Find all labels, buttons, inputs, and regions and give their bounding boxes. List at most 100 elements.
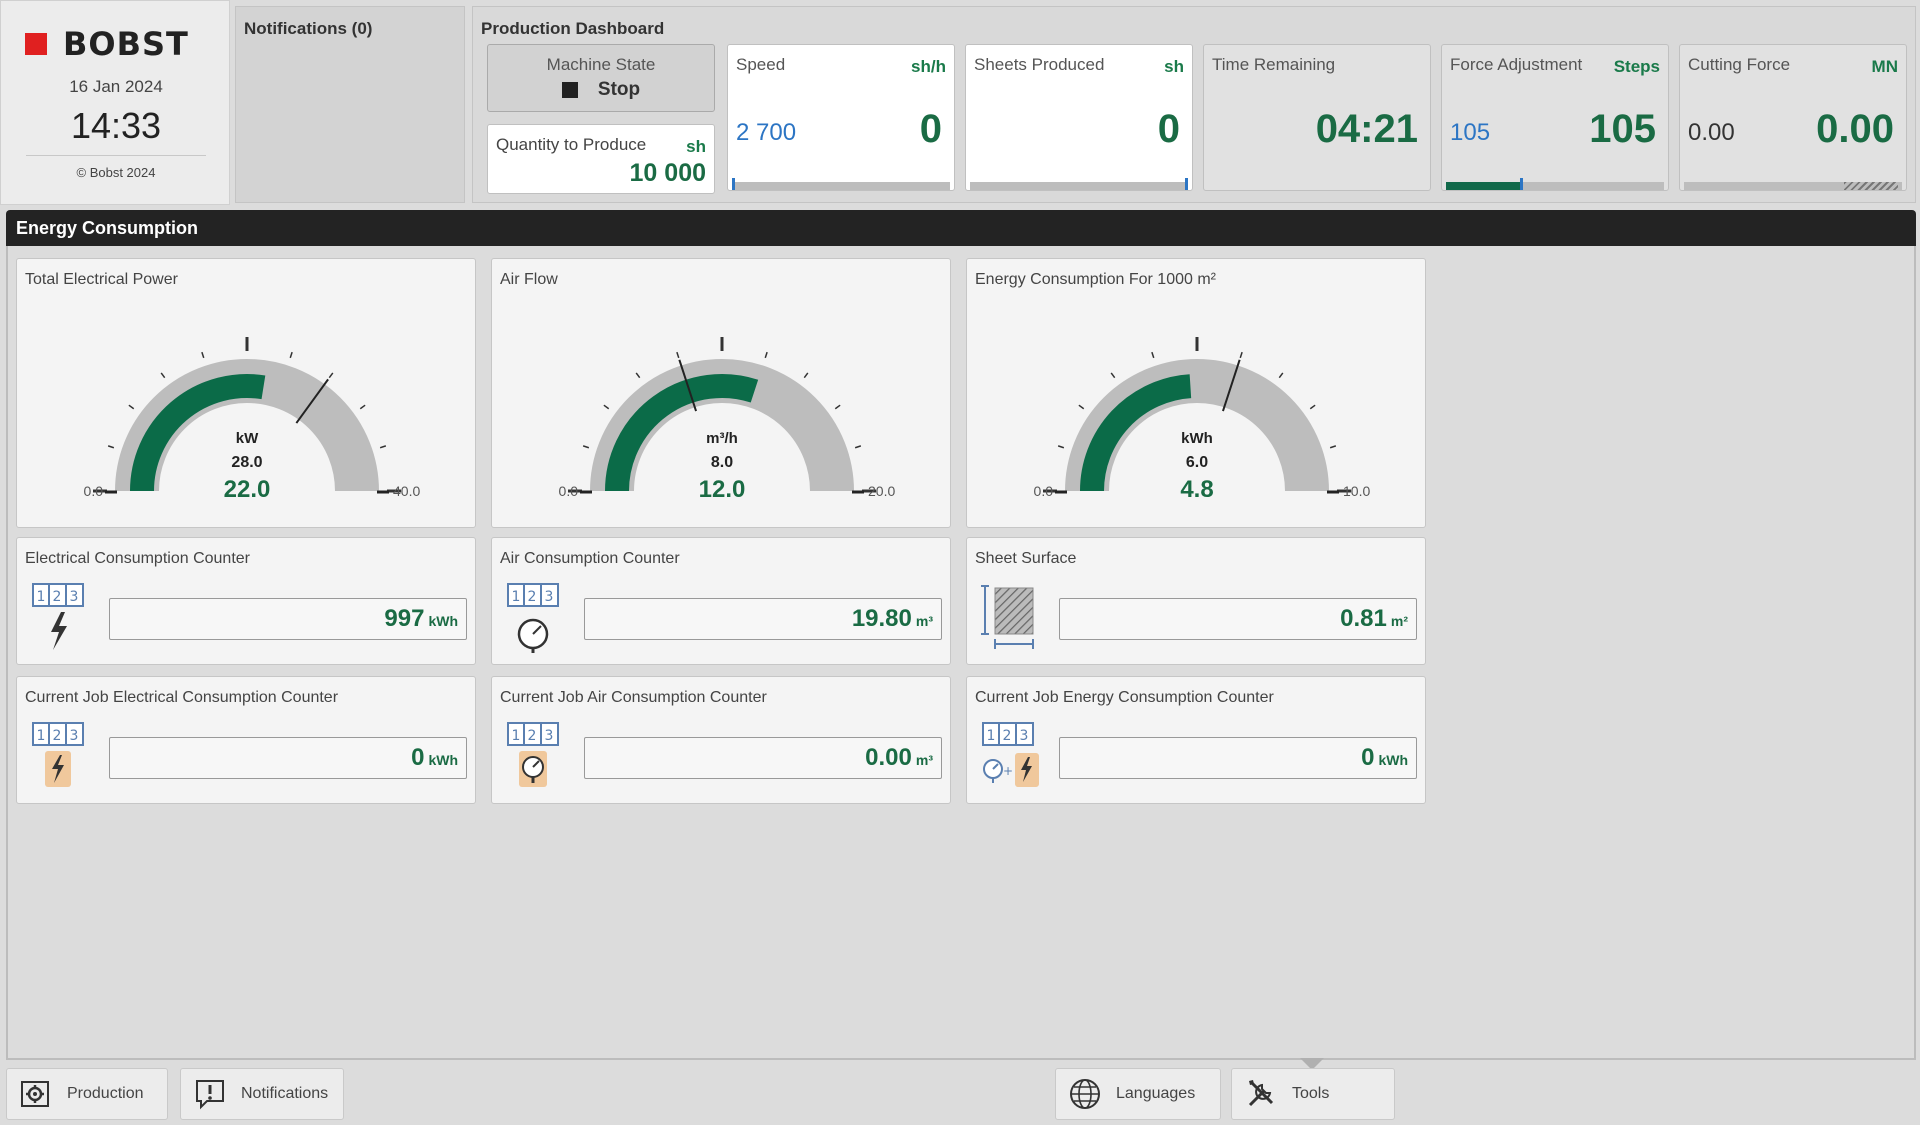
speed-bar-marker [732,178,735,190]
machine-state-button[interactable]: Machine State Stop [487,44,715,112]
job-air-counter-icon: 1 2 3 [507,722,559,787]
gauge-energy-per-1000m2: 0.0 10.0 kWh 6.0 4.8 [1034,337,1370,503]
counter-unit: kWh [428,613,458,629]
force-adjustment-bar-marker [1520,178,1524,190]
svg-text:2: 2 [53,728,62,744]
counter-unit: m² [1390,613,1408,629]
counter-card-job-energy[interactable]: Current Job Energy Consumption Counter 1… [966,676,1426,804]
sheets-produced-card[interactable]: Sheets Produced sh 0 [965,44,1193,191]
copyright: © Bobst 2024 [76,165,156,180]
gauge-min-label: 0.0 [1034,483,1054,499]
counter-unit: m³ [915,752,933,768]
counter-value: 997 [384,605,425,632]
current-time: 14:33 [70,105,162,146]
counter-title: Current Job Air Consumption Counter [500,689,767,706]
sheet-surface-icon [981,585,1034,649]
counter-field: 19.80 m³ [584,598,942,640]
svg-text:1: 1 [512,728,521,744]
svg-text:3: 3 [70,728,79,744]
counter-value: 0 [411,744,425,771]
tools-label: Tools [1292,1085,1330,1102]
svg-text:+: + [1003,764,1013,778]
counter-card-job-air[interactable]: Current Job Air Consumption Counter 1 2 … [491,676,951,804]
gauge-title: Air Flow [500,271,558,288]
gauge-tick [1151,351,1155,359]
gauge-reference-marker [678,359,697,412]
gauge-air-flow: 0.0 20.0 m³/h 8.0 12.0 [559,337,895,503]
counter-title: Air Consumption Counter [500,550,680,567]
energy-consumption-header: Energy Consumption [6,210,1916,246]
gauge-total-electrical-power: 0.0 40.0 kW 28.0 22.0 [84,337,420,503]
gauge-tick [201,351,205,359]
gauge-tick [107,445,115,449]
gauge-title: Energy Consumption For 1000 m² [975,271,1216,288]
dashboard-title: Production Dashboard [481,19,665,38]
gauge-reference-label: 6.0 [1186,454,1208,471]
counter-card-air[interactable]: Air Consumption Counter 1 2 3 19.80 m³ [491,537,951,665]
force-adjustment-card[interactable]: Force Adjustment Steps 105 105 [1441,44,1669,191]
counter-unit: kWh [1378,752,1408,768]
counter-value: 0.00 [865,744,912,771]
force-adjustment-bar-fill [1446,182,1523,190]
gauge-tick [289,351,293,359]
svg-text:1: 1 [37,589,46,605]
languages-label: Languages [1116,1085,1196,1102]
gauge-value-label: 22.0 [224,476,271,503]
quantity-label: Quantity to Produce [496,135,647,154]
current-date: 16 Jan 2024 [69,77,163,96]
cutting-force-card[interactable]: Cutting Force MN 0.00 0.00 [1679,44,1907,191]
cutting-force-bar [1684,182,1902,190]
force-adjustment-unit: Steps [1613,57,1660,76]
notifications-title: Notifications (0) [244,19,373,38]
gauge-tick [379,445,387,449]
sheets-produced-label: Sheets Produced [974,55,1105,74]
counter-card-sheet-surface[interactable]: Sheet Surface 0.81 m² [966,537,1426,665]
speed-card[interactable]: Speed sh/h 2 700 0 [727,44,955,191]
gauge-value-arc [605,374,759,492]
gauge-max-label: 10.0 [1343,483,1370,499]
gauge-reference-label: 28.0 [231,454,262,471]
notifications-panel[interactable]: Notifications (0) [235,6,465,203]
gauge-reference-marker [1222,359,1241,412]
gauge-min-label: 0.0 [84,483,104,499]
production-button[interactable]: Production [6,1068,168,1120]
stop-square-icon [561,82,578,98]
time-remaining-value: 04:21 [1315,107,1418,151]
gauge-card-air-flow[interactable]: Air Flow 0.0 20.0 m³/h 8.0 12.0 [491,258,951,528]
quantity-to-produce-card[interactable]: Quantity to Produce sh 10 000 [487,124,715,194]
gauge-min-label: 0.0 [559,483,579,499]
svg-text:3: 3 [1020,728,1029,744]
speed-label: Speed [736,55,786,74]
gauge-value-arc [130,374,266,492]
globe-icon [1070,1079,1100,1109]
counter-title: Electrical Consumption Counter [25,550,250,567]
gauge-tick [1078,404,1085,410]
gauge-tick [603,404,610,410]
production-label: Production [67,1085,144,1102]
counter-card-job-electrical[interactable]: Current Job Electrical Consumption Count… [16,676,476,804]
gauge-tick [764,351,768,359]
gauge-title: Total Electrical Power [25,271,178,288]
gauge-reference-marker [295,378,329,424]
svg-text:2: 2 [528,728,537,744]
cutting-force-target: 0.00 [1688,119,1735,146]
speed-value: 0 [919,107,942,151]
gauge-tick [328,372,334,379]
counter-card-electrical[interactable]: Electrical Consumption Counter 1 2 3 997… [16,537,476,665]
gauge-max-label: 20.0 [868,483,895,499]
divider [26,155,206,156]
gauge-card-energy-per-1000m2[interactable]: Energy Consumption For 1000 m² 0.0 10.0 kW… [966,258,1426,528]
gauge-card-total-electrical-power[interactable]: Total Electrical Power 0.0 40.0 kW 28.0 22.0 [16,258,476,528]
tools-button[interactable]: Tools [1231,1068,1395,1120]
svg-text:2: 2 [53,589,62,605]
force-adjustment-value: 105 [1589,107,1656,151]
time-remaining-card[interactable]: Time Remaining 04:21 [1203,44,1431,191]
counter-title: Sheet Surface [975,550,1077,567]
notifications-button[interactable]: Notifications [180,1068,344,1120]
quantity-unit: sh [686,137,706,156]
counter-value: 19.80 [851,605,912,632]
notification-alert-icon [196,1080,224,1110]
counter-title: Current Job Electrical Consumption Count… [25,689,339,706]
languages-button[interactable]: Languages [1055,1068,1221,1120]
sheets-produced-value: 0 [1157,107,1180,151]
